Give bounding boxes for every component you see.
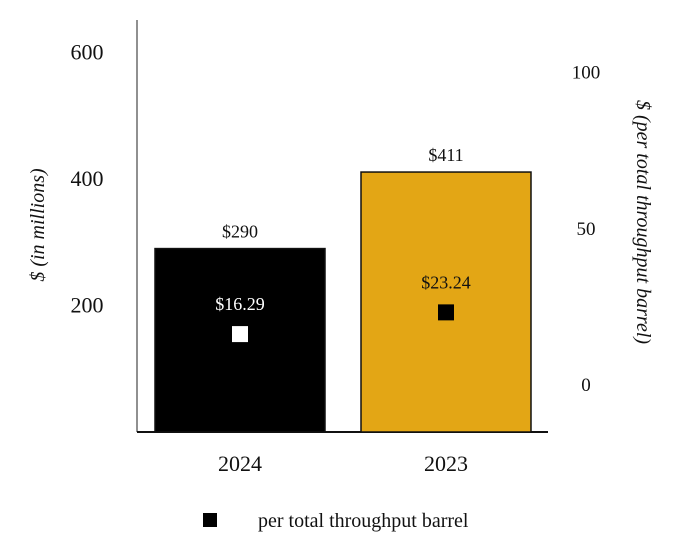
bar-2023 (360, 171, 532, 433)
left-axis: $ (in millions) (27, 20, 138, 432)
left-tick-label: 400 (71, 166, 104, 191)
right-axis: $ (per total throughput barrel) (632, 100, 654, 344)
right-tick-label: 0 (581, 375, 591, 396)
right-tick-label: 100 (572, 63, 601, 84)
per-barrel-marker-2024 (232, 326, 248, 343)
category-label: 2023 (424, 451, 468, 476)
per-barrel-value-label: $16.29 (215, 294, 265, 314)
x-categories: 2024 2023 (218, 451, 468, 476)
legend-marker (203, 513, 217, 527)
per-barrel-value-label: $23.24 (421, 272, 471, 292)
left-ticks: 200 400 600 (71, 40, 104, 318)
right-axis-title: $ (per total throughput barrel) (632, 100, 654, 344)
right-ticks: 0 50 100 (572, 63, 601, 397)
category-label: 2024 (218, 451, 262, 476)
left-tick-label: 600 (71, 40, 104, 65)
right-tick-label: 50 (577, 219, 596, 240)
per-barrel-markers: $16.29 $23.24 (215, 272, 471, 343)
per-barrel-marker-2023 (438, 304, 454, 321)
bars: $290 $411 (154, 145, 532, 433)
left-tick-label: 200 (71, 293, 104, 318)
legend: per total throughput barrel (203, 510, 469, 532)
bar-value-label: $290 (222, 222, 258, 242)
bar-value-label: $411 (428, 145, 463, 165)
left-axis-title: $ (in millions) (27, 168, 49, 282)
legend-label: per total throughput barrel (258, 510, 469, 532)
